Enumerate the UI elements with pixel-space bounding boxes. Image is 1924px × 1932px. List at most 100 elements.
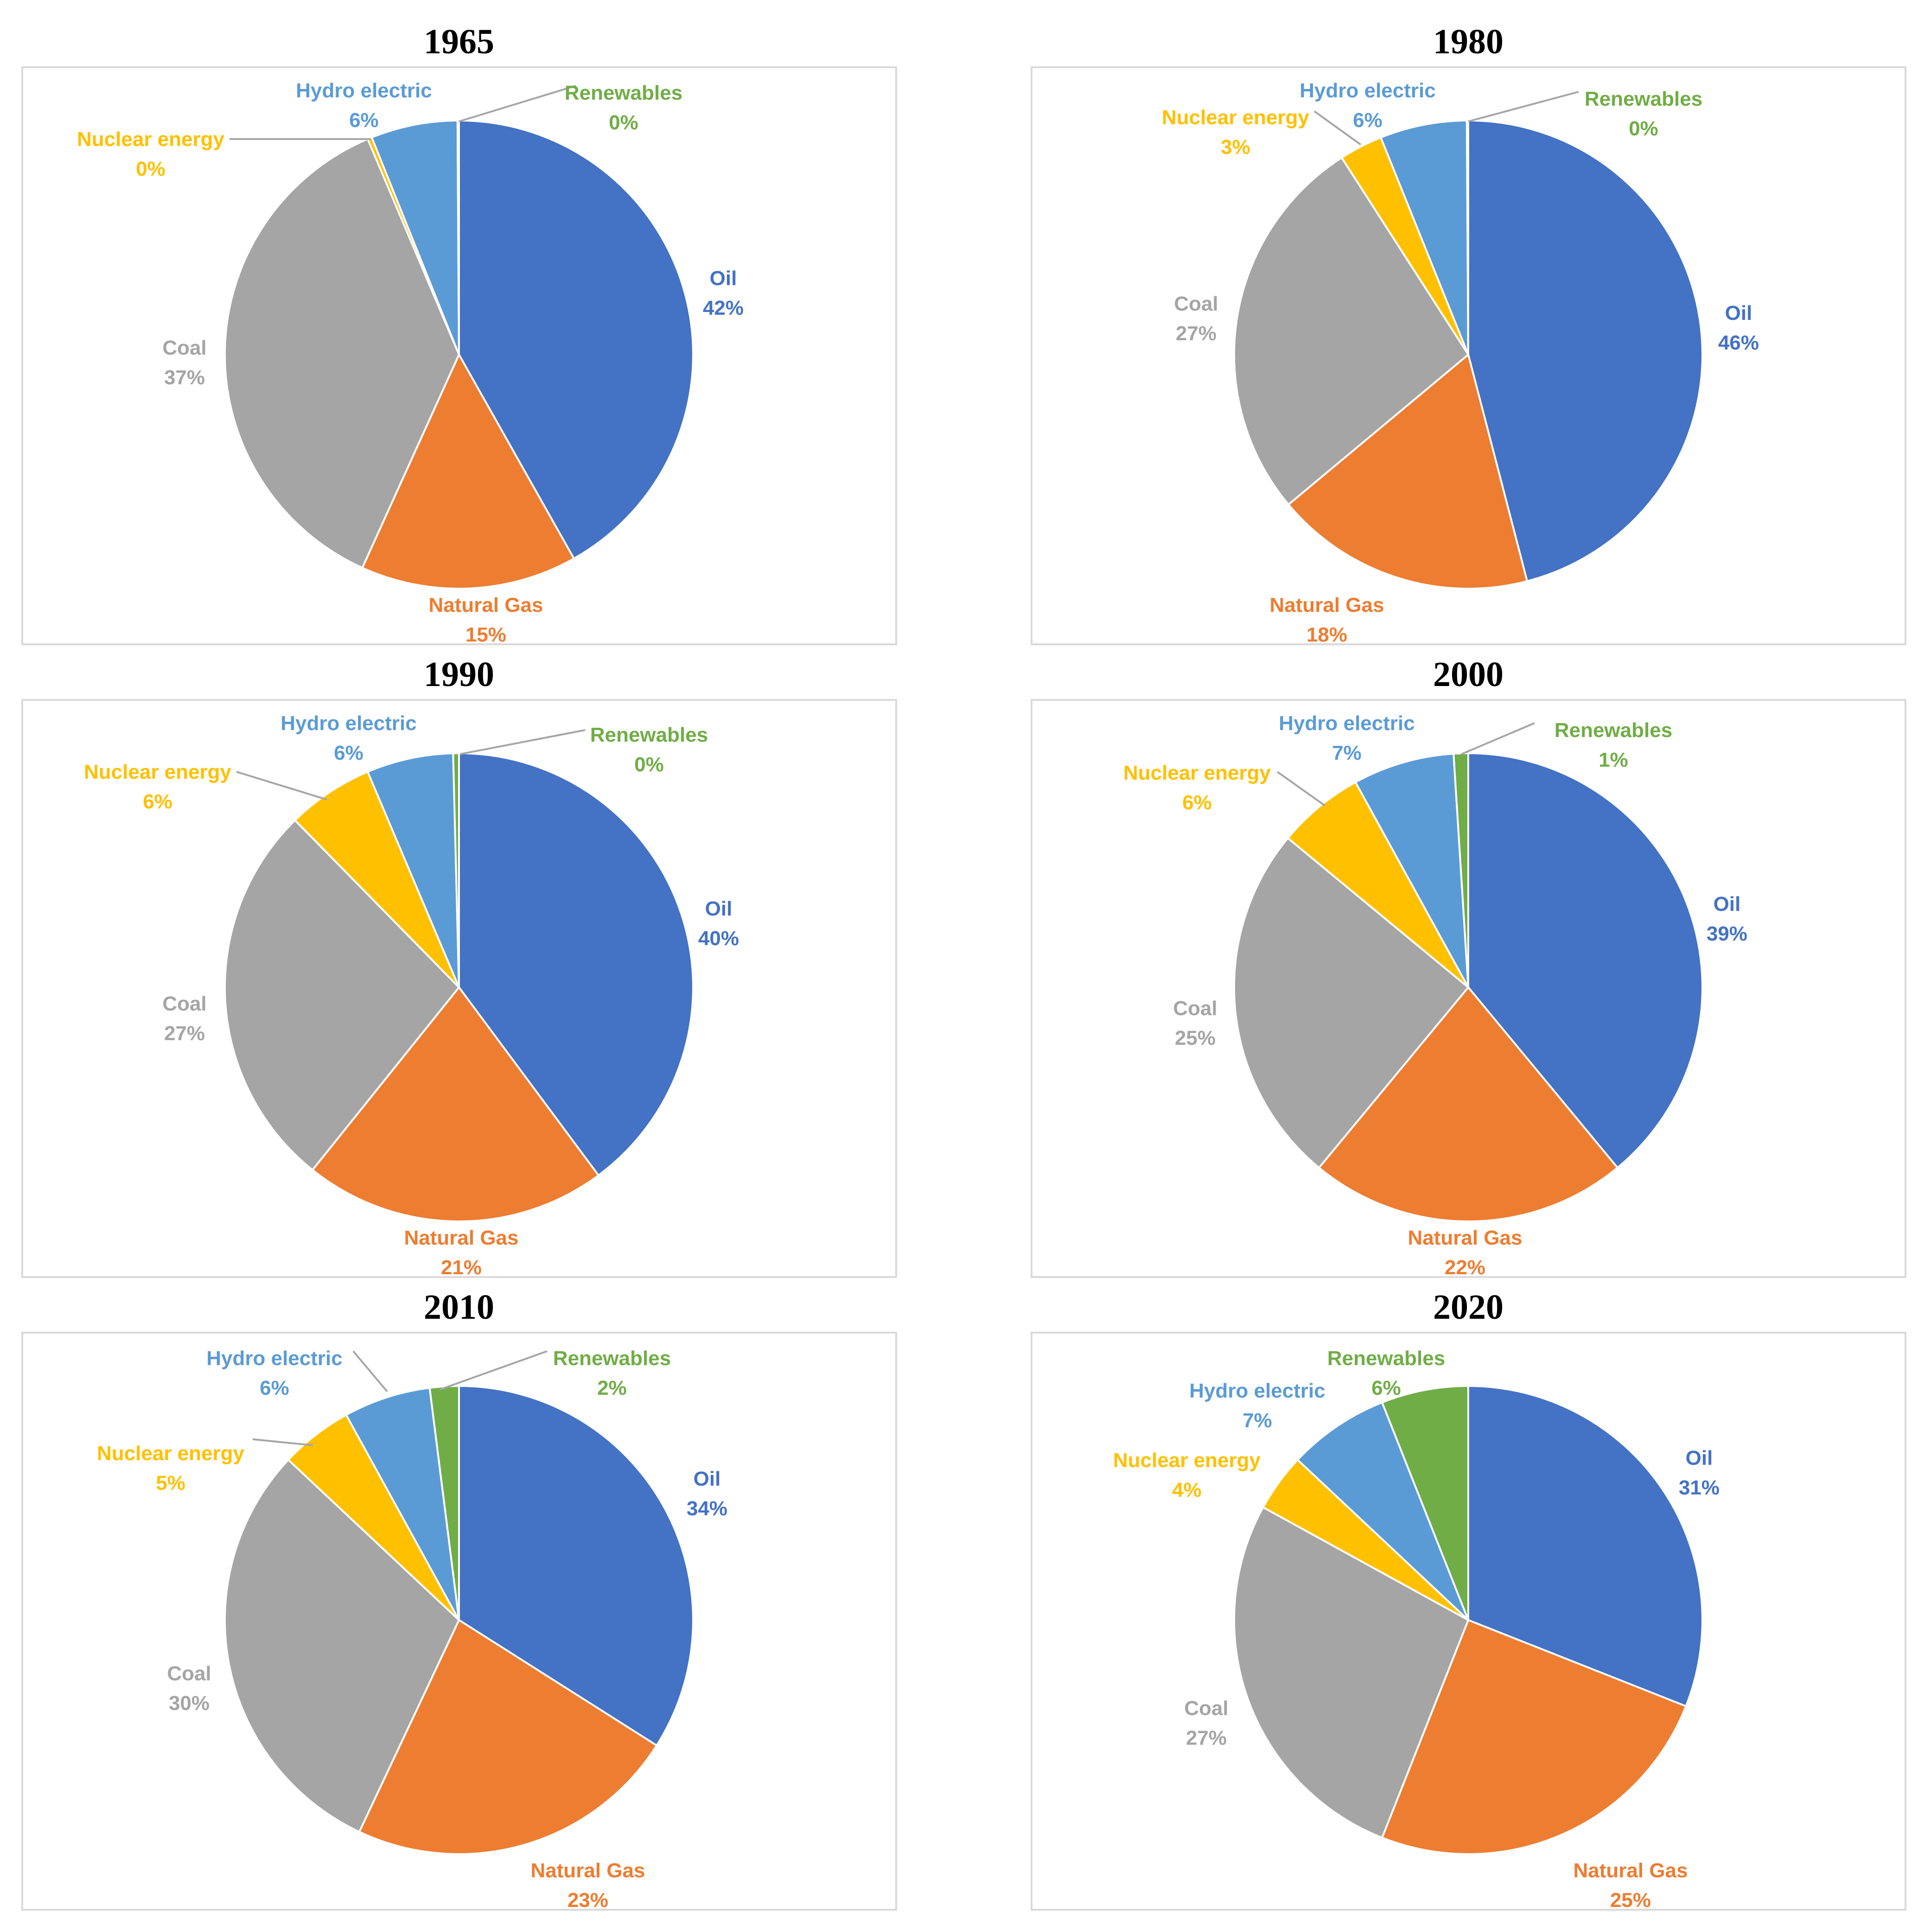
pie-slice-oil — [458, 752, 694, 1177]
data-label-nuclear-energy-name: Nuclear energy — [77, 128, 224, 151]
leader-line-renewables — [1461, 722, 1535, 755]
data-label-natural-gas-value: 22% — [1445, 1256, 1485, 1279]
data-label-renewables-name: Renewables — [590, 724, 708, 746]
data-label-coal-value: 27% — [1186, 1727, 1227, 1749]
data-label-oil-value: 31% — [1679, 1476, 1720, 1499]
data-label-oil-value: 40% — [698, 927, 739, 950]
data-label-nuclear-energy-value: 6% — [1182, 791, 1212, 814]
data-label-natural-gas-value: 23% — [567, 1889, 608, 1912]
data-label-coal-name: Coal — [1173, 997, 1217, 1020]
data-label-nuclear-energy-value: 5% — [156, 1472, 185, 1494]
data-label-oil-name: Oil — [694, 1468, 721, 1490]
pie-slice-natural-gas — [1318, 985, 1619, 1223]
data-label-nuclear-energy-value: 4% — [1172, 1479, 1202, 1501]
data-label-oil-name: Oil — [1725, 302, 1752, 324]
data-label-hydro-electric-value: 6% — [260, 1377, 289, 1399]
pie-panel-1990: 1990 Oil 40% Natural Gas 21% Coal 27% Nuclear e… — [21, 655, 897, 1279]
data-label-renewables-name: Renewables — [1585, 88, 1702, 110]
chart-title: 1965 — [424, 22, 494, 61]
data-label-oil-name: Oil — [705, 897, 733, 920]
data-label-oil-value: 39% — [1707, 922, 1747, 945]
data-label-nuclear-energy-name: Nuclear energy — [97, 1442, 244, 1465]
leader-line-renewables — [459, 85, 576, 122]
pie-slice-coal — [224, 819, 460, 1171]
data-label-hydro-electric-value: 7% — [1242, 1409, 1272, 1432]
data-label-natural-gas-value: 25% — [1610, 1889, 1651, 1912]
data-label-coal-name: Coal — [162, 992, 206, 1015]
pie-panel-2020: 2020 Oil 31% Natural Gas 25% Coal 27% Nuclear e… — [1031, 1288, 1906, 1912]
pie-slice-renewables — [1381, 1385, 1469, 1621]
pie-slice-natural-gas — [361, 352, 575, 590]
data-label-hydro-electric-value: 6% — [1353, 109, 1382, 132]
pie-slice-nuclear-energy — [293, 770, 460, 988]
pie-slice-natural-gas — [1287, 353, 1529, 590]
leader-line-nuclear-energy — [1313, 110, 1362, 146]
data-label-renewables-name: Renewables — [553, 1347, 671, 1370]
chart-title: 2000 — [1433, 655, 1504, 694]
pie-panel-1980: 1980 Oil 46% Natural Gas 18% Coal 27% Nuclear e… — [1031, 22, 1906, 646]
data-label-renewables-name: Renewables — [565, 82, 682, 104]
data-label-oil-value: 34% — [687, 1497, 727, 1520]
pie-slice-coal — [1233, 837, 1470, 1169]
data-label-renewables-value: 0% — [1629, 117, 1658, 140]
data-label-natural-gas-name: Natural Gas — [429, 594, 543, 616]
data-label-coal-value: 37% — [164, 366, 205, 389]
data-label-nuclear-energy-value: 6% — [143, 790, 172, 813]
pie-slice-hydro-electric — [1296, 1401, 1469, 1621]
pie-slice-renewables — [428, 1385, 460, 1621]
pie-slice-hydro-electric — [370, 119, 460, 355]
pie-slice-renewables — [452, 752, 460, 988]
pie-slice-coal — [224, 1458, 460, 1833]
chart-title: 2010 — [424, 1288, 494, 1327]
data-label-oil-name: Oil — [1714, 893, 1741, 915]
pie-panel-2010: 2010 Oil 34% Natural Gas 23% Coal 30% Nuclear e… — [21, 1288, 897, 1912]
pie-panel-2000: 2000 Oil 39% Natural Gas 22% Coal 25% Nuclear e… — [1031, 655, 1906, 1279]
pie-slice-oil — [1467, 1385, 1703, 1708]
pie-slice-hydro-electric — [366, 752, 460, 988]
data-label-renewables-value: 1% — [1599, 749, 1628, 771]
leader-line-renewables — [439, 1350, 548, 1391]
leader-line-nuclear-energy — [236, 771, 327, 801]
data-label-natural-gas-value: 18% — [1306, 623, 1347, 646]
data-label-coal-name: Coal — [1184, 1697, 1228, 1720]
data-label-nuclear-energy-value: 3% — [1221, 136, 1250, 159]
leader-line-nuclear-energy — [252, 1438, 313, 1446]
data-label-hydro-electric-name: Hydro electric — [296, 79, 432, 102]
data-label-oil-name: Oil — [1686, 1447, 1713, 1469]
chart-title: 2020 — [1433, 1288, 1504, 1327]
data-label-renewables-value: 0% — [609, 111, 638, 134]
data-label-natural-gas-name: Natural Gas — [531, 1859, 645, 1882]
pie-slice-coal — [1233, 156, 1470, 506]
data-label-coal-value: 27% — [164, 1022, 205, 1045]
data-label-renewables-value: 0% — [634, 753, 664, 776]
leader-line-renewables — [459, 729, 586, 755]
data-label-nuclear-energy-name: Nuclear energy — [84, 761, 231, 783]
pie-slice-natural-gas — [311, 985, 600, 1222]
pie-slice-hydro-electric — [1379, 119, 1469, 355]
pie-slice-oil — [1467, 119, 1703, 583]
data-label-natural-gas-name: Natural Gas — [404, 1227, 519, 1249]
data-label-renewables-value: 6% — [1371, 1377, 1401, 1399]
pie-slice-oil — [458, 1385, 694, 1747]
pie-panel-1965: 1965 Oil 42% Natural Gas 15% Coal 37% Nuclear e… — [21, 22, 897, 646]
data-label-oil-value: 42% — [703, 297, 744, 319]
data-label-hydro-electric-name: Hydro electric — [1279, 712, 1414, 735]
data-label-hydro-electric-name: Hydro electric — [1189, 1379, 1325, 1402]
pie-slice-nuclear-energy — [1287, 781, 1469, 988]
pie-slice-oil — [1467, 752, 1704, 1169]
data-label-renewables-value: 2% — [597, 1377, 627, 1399]
data-label-hydro-electric-value: 6% — [349, 109, 379, 132]
data-label-hydro-electric-name: Hydro electric — [206, 1347, 342, 1370]
pie-slice-hydro-electric — [1354, 752, 1469, 988]
data-label-hydro-electric-value: 7% — [1332, 742, 1362, 764]
data-label-nuclear-energy-name: Nuclear energy — [1113, 1449, 1261, 1472]
data-label-coal-name: Coal — [162, 337, 206, 359]
pie-slice-renewables — [1453, 752, 1469, 988]
pie-slice-oil — [458, 119, 694, 560]
data-label-oil-value: 46% — [1718, 331, 1759, 354]
pie-slice-nuclear-energy — [287, 1413, 460, 1621]
data-label-natural-gas-name: Natural Gas — [1408, 1227, 1523, 1249]
data-label-natural-gas-name: Natural Gas — [1574, 1859, 1688, 1882]
pie-slice-coal — [224, 138, 460, 569]
